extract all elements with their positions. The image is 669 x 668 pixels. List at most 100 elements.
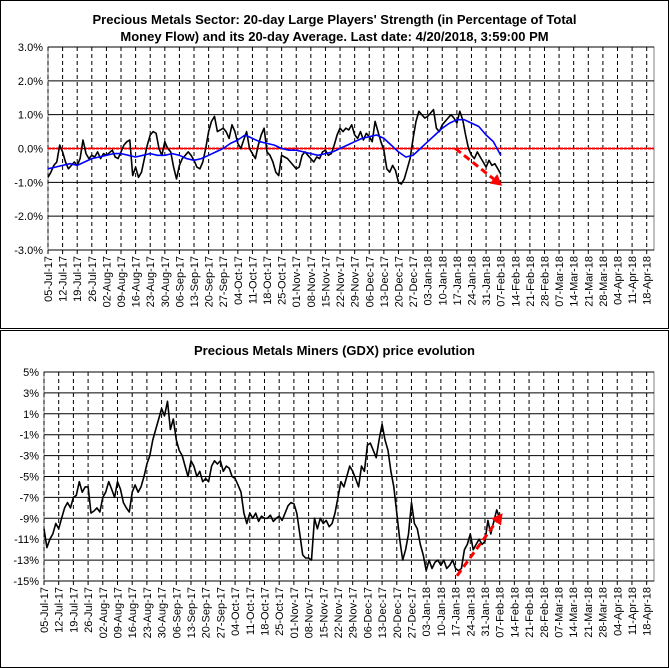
x-tick-label: 08-Nov-17 <box>304 587 316 638</box>
x-tick-label: 11-Apr-18 <box>627 256 639 304</box>
x-tick-label: 08-Nov-17 <box>306 256 318 307</box>
y-tick-label: 3.0% <box>18 42 43 54</box>
x-tick-label: 13-Dec-17 <box>377 587 389 638</box>
x-tick-label: 04-Oct-17 <box>233 256 245 305</box>
x-tick-label: 22-Nov-17 <box>333 587 345 638</box>
x-tick-label: 29-Nov-17 <box>350 256 362 307</box>
x-tick-label: 23-Aug-17 <box>142 587 154 638</box>
x-tick-label: 11-Apr-18 <box>627 587 639 635</box>
trend-arrow-head <box>489 174 503 186</box>
x-tick-label: 27-Sep-17 <box>215 587 227 638</box>
y-tick-label: 1% <box>23 409 39 421</box>
x-tick-label: 01-Nov-17 <box>291 256 303 307</box>
series-line-1 <box>43 400 501 572</box>
y-tick-label: -11% <box>14 534 39 546</box>
x-tick-label: 13-Sep-17 <box>186 587 198 638</box>
x-tick-label: 12-Jul-17 <box>58 256 70 302</box>
chart-title-money-flow: Precious Metals Sector: 20-day Large Pla… <box>1 11 668 45</box>
chart-title-line-2: Money Flow) and its 20-day Average. Last… <box>120 29 549 44</box>
x-tick-label: 18-Apr-18 <box>642 256 654 305</box>
trend-arrow-shaft <box>454 147 495 181</box>
x-tick-label: 21-Feb-18 <box>524 587 536 638</box>
x-tick-label: 17-Jan-18 <box>452 256 464 306</box>
x-tick-label: 06-Sep-17 <box>171 587 183 638</box>
x-tick-label: 25-Oct-17 <box>274 587 286 636</box>
x-tick-label: 02-Aug-17 <box>101 256 113 307</box>
x-tick-label: 09-Aug-17 <box>116 256 128 307</box>
x-tick-label: 26-Jul-17 <box>87 256 99 302</box>
x-tick-label: 28-Mar-18 <box>598 256 610 307</box>
x-tick-label: 05-Jul-17 <box>43 256 55 302</box>
y-tick-label: -13% <box>13 555 39 567</box>
y-tick-label: -15% <box>13 576 39 588</box>
x-tick-label: 06-Sep-17 <box>174 256 186 307</box>
x-tick-label: 18-Oct-17 <box>259 587 271 636</box>
y-tick-label: 5% <box>23 367 39 379</box>
x-tick-label: 11-Oct-17 <box>247 256 259 304</box>
y-tick-label: -7% <box>19 492 39 504</box>
series-line-1 <box>47 108 502 185</box>
x-tick-label: 10-Jan-18 <box>436 587 448 637</box>
x-tick-label: 16-Aug-17 <box>131 256 143 307</box>
x-tick-label: 23-Aug-17 <box>145 256 157 307</box>
x-tick-label: 27-Sep-17 <box>218 256 230 307</box>
x-tick-label: 13-Dec-17 <box>379 256 391 307</box>
gdx-price-chart-svg: 5% 3% 1% -1% -3% -5% -7% -9% -11% -13% -15%05-Jul-… <box>13 367 655 638</box>
chart-title-line-1: Precious Metals Sector: 20-day Large Pla… <box>92 12 577 27</box>
x-tick-label: 20-Dec-17 <box>393 256 405 307</box>
x-tick-label: 20-Dec-17 <box>392 587 404 638</box>
x-tick-label: 21-Feb-18 <box>525 256 537 307</box>
x-tick-label: 19-Jul-17 <box>72 256 84 302</box>
x-tick-label: 02-Aug-17 <box>98 587 110 638</box>
x-tick-label: 19-Jul-17 <box>68 587 80 633</box>
x-tick-label: 28-Feb-18 <box>539 587 551 638</box>
x-tick-label: 30-Aug-17 <box>160 256 172 307</box>
x-tick-label: 16-Aug-17 <box>127 587 139 638</box>
x-tick-label: 28-Feb-18 <box>539 256 551 307</box>
x-tick-label: 27-Dec-17 <box>406 587 418 638</box>
x-tick-label: 24-Jan-18 <box>466 256 478 306</box>
y-tick-label: 2.0% <box>18 76 43 88</box>
y-tick-label: -9% <box>19 513 39 525</box>
x-tick-label: 21-Mar-18 <box>583 587 595 638</box>
money-flow-chart-svg: 3.0% 2.0% 1.0% 0.0% -1.0% -2.0% -3.0%05-Jul-17… <box>14 42 655 307</box>
x-tick-label: 28-Mar-18 <box>598 587 610 638</box>
y-tick-label: -1% <box>19 430 39 442</box>
x-tick-label: 07-Mar-18 <box>554 256 566 307</box>
y-tick-label: -1.0% <box>14 177 43 189</box>
x-tick-label: 30-Aug-17 <box>157 587 169 638</box>
x-tick-label: 15-Nov-17 <box>320 256 332 307</box>
series-line-2 <box>47 118 502 170</box>
x-tick-label: 10-Jan-18 <box>437 256 449 306</box>
x-tick-label: 03-Jan-18 <box>421 587 433 637</box>
x-tick-label: 27-Dec-17 <box>408 256 420 307</box>
x-tick-label: 14-Mar-18 <box>569 256 581 307</box>
x-tick-label: 07-Feb-18 <box>496 256 508 307</box>
y-tick-label: 0.0% <box>18 144 43 156</box>
x-tick-label: 24-Jan-18 <box>465 587 477 637</box>
x-tick-label: 13-Sep-17 <box>189 256 201 307</box>
y-tick-label: -3.0% <box>14 245 43 257</box>
x-tick-label: 07-Feb-18 <box>495 587 507 638</box>
x-tick-label: 14-Mar-18 <box>568 587 580 638</box>
y-tick-label: 1.0% <box>18 110 43 122</box>
x-tick-label: 31-Jan-18 <box>481 256 493 306</box>
x-tick-label: 14-Feb-18 <box>510 256 522 307</box>
trend-arrow-head <box>491 513 503 526</box>
x-tick-label: 18-Apr-18 <box>642 587 654 636</box>
x-tick-label: 20-Sep-17 <box>204 256 216 307</box>
y-tick-label: -3% <box>19 451 39 463</box>
x-tick-label: 11-Oct-17 <box>245 587 257 635</box>
y-tick-label: -2.0% <box>14 211 43 223</box>
trend-arrow-shaft <box>455 521 498 577</box>
x-tick-label: 31-Jan-18 <box>480 587 492 637</box>
x-tick-label: 20-Sep-17 <box>201 587 213 638</box>
x-tick-label: 26-Jul-17 <box>83 587 95 633</box>
x-tick-label: 18-Oct-17 <box>262 256 274 305</box>
x-tick-label: 04-Apr-18 <box>612 256 624 305</box>
chart-panel-money-flow: Precious Metals Sector: 20-day Large Pla… <box>0 0 669 329</box>
x-tick-label: 04-Apr-18 <box>612 587 624 636</box>
y-tick-label: 3% <box>23 388 39 400</box>
x-tick-label: 15-Nov-17 <box>318 587 330 638</box>
x-tick-label: 03-Jan-18 <box>423 256 435 306</box>
